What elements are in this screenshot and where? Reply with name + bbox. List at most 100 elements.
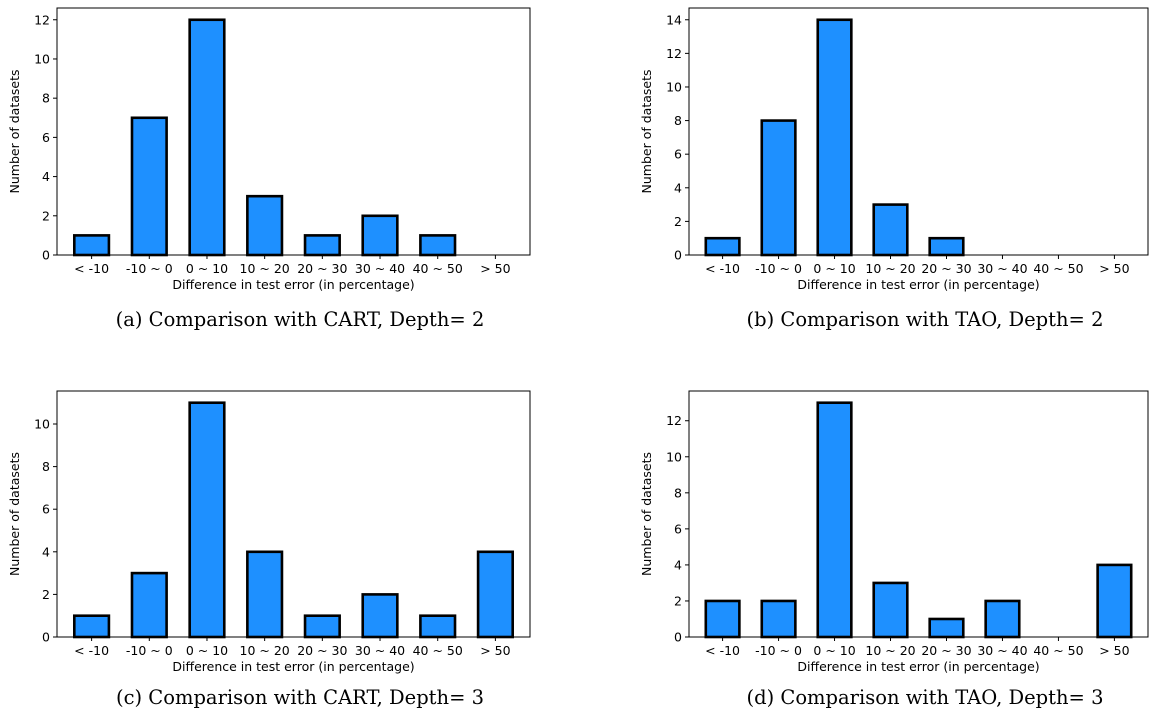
x-tick-label-d-0: < -10 [705, 643, 740, 658]
x-tick-label-d-2: 0 ~ 10 [813, 643, 855, 658]
caption-b: (b) Comparison with TAO, Depth= 2 [746, 308, 1104, 331]
x-tick-label-a-7: > 50 [480, 261, 510, 276]
bar-c-3 [188, 401, 226, 639]
bar-b-3 [816, 18, 853, 257]
plot-frame-d [688, 390, 1149, 638]
x-axis-label-c: Difference in test error (in percentage) [172, 659, 414, 674]
x-tick-label-b-7: > 50 [1099, 261, 1129, 276]
y-tick-label-a-1: 2 [42, 208, 50, 223]
x-tick-label-b-1: -10 ~ 0 [755, 261, 802, 276]
caption-c: (c) Comparison with CART, Depth= 3 [115, 686, 485, 709]
y-tick-label-a-0: 0 [42, 248, 50, 263]
y-tick-label-a-4: 8 [42, 91, 50, 106]
y-tick-label-b-7: 14 [666, 12, 682, 27]
chart-panel-d: 0 2 4 6 8 10 12 < -10 -10 ~ 0 0 ~ 10 10 ~ 20 20 ~ 3… [632, 381, 1156, 681]
x-tick-label-b-5: 30 ~ 40 [977, 261, 1027, 276]
x-tick-label-d-1: -10 ~ 0 [755, 643, 802, 658]
y-tick-label-b-3: 6 [674, 147, 682, 162]
y-axis-label-d: Number of datasets [639, 452, 654, 576]
bar-d-8 [1096, 563, 1133, 639]
x-tick-label-b-6: 40 ~ 50 [1033, 261, 1083, 276]
bar-c-8 [476, 550, 514, 639]
y-tick-label-c-2: 4 [42, 544, 50, 559]
x-axis-label-d: Difference in test error (in percentage) [797, 659, 1039, 674]
x-tick-label-c-4: 20 ~ 30 [297, 643, 347, 658]
y-tick-label-d-0: 0 [674, 630, 682, 645]
plot-frame-a [56, 7, 531, 256]
x-tick-label-c-5: 30 ~ 40 [355, 643, 405, 658]
y-tick-label-d-2: 4 [674, 557, 682, 572]
x-tick-label-d-7: > 50 [1099, 643, 1129, 658]
bar-b-1 [704, 236, 741, 257]
bar-b-5 [928, 236, 965, 257]
x-tick-label-a-4: 20 ~ 30 [297, 261, 347, 276]
x-tick-label-d-6: 40 ~ 50 [1033, 643, 1083, 658]
bar-a-1 [73, 234, 111, 257]
x-tick-label-b-3: 10 ~ 20 [865, 261, 915, 276]
bar-b-2 [760, 119, 797, 257]
x-axis-label-b: Difference in test error (in percentage) [797, 277, 1039, 292]
bar-c-5 [303, 614, 341, 639]
x-tick-label-c-0: < -10 [74, 643, 109, 658]
y-tick-label-c-5: 10 [34, 417, 50, 432]
y-axis-label-b: Number of datasets [639, 70, 654, 194]
y-tick-label-b-2: 4 [674, 180, 682, 195]
bar-chart-d: 0 2 4 6 8 10 12 < -10 -10 ~ 0 0 ~ 10 10 ~ 20 20 ~ 3… [639, 390, 1149, 674]
y-axis-label-a: Number of datasets [7, 70, 22, 194]
bar-c-1 [73, 614, 111, 639]
x-tick-label-d-4: 20 ~ 30 [921, 643, 971, 658]
y-tick-label-b-1: 2 [674, 214, 682, 229]
bar-a-2 [130, 116, 168, 257]
caption-a: (a) Comparison with CART, Depth= 2 [115, 308, 485, 331]
y-tick-label-d-3: 6 [674, 521, 682, 536]
y-tick-label-b-0: 0 [674, 248, 682, 263]
x-tick-label-c-7: > 50 [480, 643, 510, 658]
x-tick-label-c-3: 10 ~ 20 [240, 643, 290, 658]
y-tick-label-c-0: 0 [42, 630, 50, 645]
caption-d: (d) Comparison with TAO, Depth= 3 [746, 686, 1104, 709]
y-tick-label-a-6: 12 [34, 12, 50, 27]
x-axis-label-a: Difference in test error (in percentage) [172, 277, 414, 292]
bar-c-4 [246, 550, 284, 639]
x-tick-label-b-4: 20 ~ 30 [921, 261, 971, 276]
bar-a-3 [188, 18, 226, 257]
x-tick-label-a-2: 0 ~ 10 [186, 261, 228, 276]
x-tick-label-c-1: -10 ~ 0 [126, 643, 173, 658]
chart-panel-c: 0 2 4 6 8 10 < -10 -10 ~ 0 0 ~ 10 10 ~ 20 20 ~ 30 3… [0, 381, 578, 681]
bar-c-6 [361, 593, 399, 639]
x-tick-label-d-5: 30 ~ 40 [977, 643, 1027, 658]
bar-d-2 [760, 599, 797, 639]
chart-panel-a: 0 2 4 6 8 10 12 < -10 -10 ~ 0 0 ~ 10 10 ~ 20 20 ~ 3… [0, 0, 578, 300]
y-tick-label-d-6: 12 [666, 413, 682, 428]
plot-frame-c [56, 390, 531, 638]
plot-frame-b [688, 7, 1149, 256]
x-tick-label-a-3: 10 ~ 20 [240, 261, 290, 276]
x-tick-label-b-2: 0 ~ 10 [813, 261, 855, 276]
x-tick-label-a-1: -10 ~ 0 [126, 261, 173, 276]
bar-a-7 [419, 234, 457, 257]
bar-c-2 [130, 571, 168, 639]
y-tick-label-c-3: 6 [42, 502, 50, 517]
bar-d-1 [704, 599, 741, 639]
bar-d-4 [872, 581, 909, 639]
x-tick-label-c-6: 40 ~ 50 [413, 643, 463, 658]
y-tick-label-c-4: 8 [42, 459, 50, 474]
y-tick-label-c-1: 2 [42, 587, 50, 602]
bar-chart-b: 0 2 4 6 8 10 12 14 < -10 -10 ~ 0 0 ~ 10 10 ~ 20 20 ~… [639, 7, 1149, 292]
bar-d-5 [928, 617, 965, 639]
bar-d-6 [984, 599, 1021, 639]
x-tick-label-d-3: 10 ~ 20 [865, 643, 915, 658]
bar-c-7 [419, 614, 457, 639]
y-tick-label-a-5: 10 [34, 51, 50, 66]
bar-chart-a: 0 2 4 6 8 10 12 < -10 -10 ~ 0 0 ~ 10 10 ~ 20 20 ~ 3… [7, 7, 531, 292]
chart-panel-b: 0 2 4 6 8 10 12 14 < -10 -10 ~ 0 0 ~ 10 10 ~ 20 20 ~… [632, 0, 1156, 300]
bar-a-6 [361, 214, 399, 257]
x-tick-label-a-0: < -10 [74, 261, 109, 276]
bar-d-3 [816, 401, 853, 639]
bar-a-5 [303, 234, 341, 257]
y-tick-label-b-5: 10 [666, 79, 682, 94]
bar-b-4 [872, 203, 909, 257]
y-tick-label-b-6: 12 [666, 46, 682, 61]
y-tick-label-b-4: 8 [674, 113, 682, 128]
y-tick-label-d-1: 2 [674, 593, 682, 608]
